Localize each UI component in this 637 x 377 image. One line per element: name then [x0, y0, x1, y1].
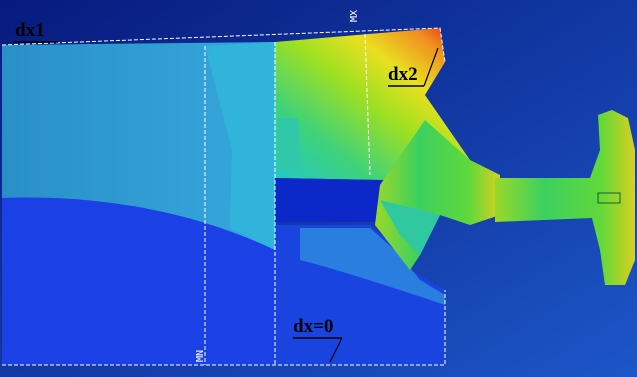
- notch: [278, 118, 300, 170]
- min-marker: MN: [195, 350, 206, 362]
- max-marker: MX: [349, 10, 360, 22]
- annotation: dx=0: [293, 316, 333, 337]
- page: dx1 dx2 dx=0 MX MN (() => { const data =…: [0, 0, 637, 377]
- contour-plot: dx1 dx2 dx=0 MX MN: [0, 0, 637, 377]
- annotation: dx2: [388, 64, 418, 85]
- annotation: dx1: [15, 20, 45, 41]
